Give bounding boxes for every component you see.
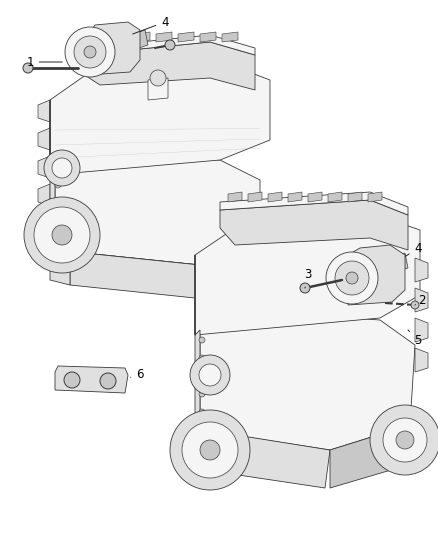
Circle shape (52, 225, 72, 245)
Polygon shape (55, 366, 128, 393)
Circle shape (200, 440, 220, 460)
Polygon shape (80, 42, 255, 90)
Polygon shape (195, 218, 420, 335)
Circle shape (55, 236, 61, 242)
Polygon shape (330, 425, 410, 488)
Circle shape (335, 261, 369, 295)
Text: 2: 2 (415, 294, 426, 306)
Polygon shape (220, 192, 408, 215)
Polygon shape (228, 192, 242, 202)
Circle shape (52, 158, 72, 178)
Circle shape (55, 200, 61, 206)
Text: 4: 4 (405, 241, 422, 256)
Polygon shape (195, 255, 210, 472)
Circle shape (199, 364, 221, 386)
Circle shape (65, 27, 115, 77)
Circle shape (55, 182, 61, 188)
Circle shape (346, 272, 358, 284)
Polygon shape (38, 100, 50, 122)
Polygon shape (248, 192, 262, 202)
Polygon shape (38, 184, 50, 206)
Circle shape (74, 36, 106, 68)
Polygon shape (38, 156, 50, 178)
Circle shape (199, 355, 205, 361)
Polygon shape (130, 30, 148, 50)
Polygon shape (205, 430, 330, 488)
Circle shape (23, 63, 33, 73)
Text: 5: 5 (408, 330, 422, 346)
Polygon shape (178, 32, 194, 42)
Circle shape (199, 337, 205, 343)
Circle shape (396, 431, 414, 449)
Circle shape (55, 218, 61, 224)
Polygon shape (134, 32, 150, 42)
Circle shape (411, 301, 419, 309)
Circle shape (84, 46, 96, 58)
Polygon shape (148, 78, 168, 100)
Polygon shape (308, 192, 322, 202)
Polygon shape (328, 192, 342, 202)
Circle shape (300, 283, 310, 293)
Polygon shape (390, 253, 408, 273)
Circle shape (55, 254, 61, 260)
Polygon shape (348, 245, 405, 305)
Circle shape (199, 391, 205, 397)
Polygon shape (415, 258, 428, 282)
Circle shape (182, 422, 238, 478)
Polygon shape (288, 192, 302, 202)
Text: 6: 6 (131, 368, 144, 382)
Polygon shape (55, 155, 260, 265)
Polygon shape (200, 32, 216, 42)
Circle shape (150, 70, 166, 86)
Circle shape (383, 418, 427, 462)
Polygon shape (88, 22, 140, 75)
Polygon shape (38, 128, 50, 150)
Polygon shape (50, 100, 70, 285)
Text: 3: 3 (304, 269, 312, 288)
Polygon shape (415, 318, 428, 342)
Polygon shape (80, 35, 255, 55)
Polygon shape (156, 32, 172, 42)
Polygon shape (50, 65, 270, 175)
Polygon shape (348, 192, 362, 202)
Text: 1: 1 (26, 55, 62, 69)
Polygon shape (222, 32, 238, 42)
Circle shape (170, 410, 250, 490)
Polygon shape (200, 310, 415, 450)
Circle shape (199, 409, 205, 415)
Circle shape (24, 197, 100, 273)
Polygon shape (112, 32, 128, 42)
Polygon shape (268, 192, 282, 202)
Polygon shape (55, 250, 200, 295)
Circle shape (199, 373, 205, 379)
Polygon shape (415, 288, 428, 312)
Circle shape (190, 355, 230, 395)
Circle shape (64, 372, 80, 388)
Circle shape (100, 373, 116, 389)
Polygon shape (220, 200, 408, 250)
Circle shape (34, 207, 90, 263)
Polygon shape (90, 32, 106, 42)
Circle shape (370, 405, 438, 475)
Polygon shape (415, 348, 428, 372)
Polygon shape (55, 250, 200, 298)
Circle shape (165, 40, 175, 50)
Circle shape (44, 150, 80, 186)
Circle shape (326, 252, 378, 304)
Text: 4: 4 (133, 15, 169, 34)
Polygon shape (368, 192, 382, 202)
Polygon shape (200, 245, 260, 295)
